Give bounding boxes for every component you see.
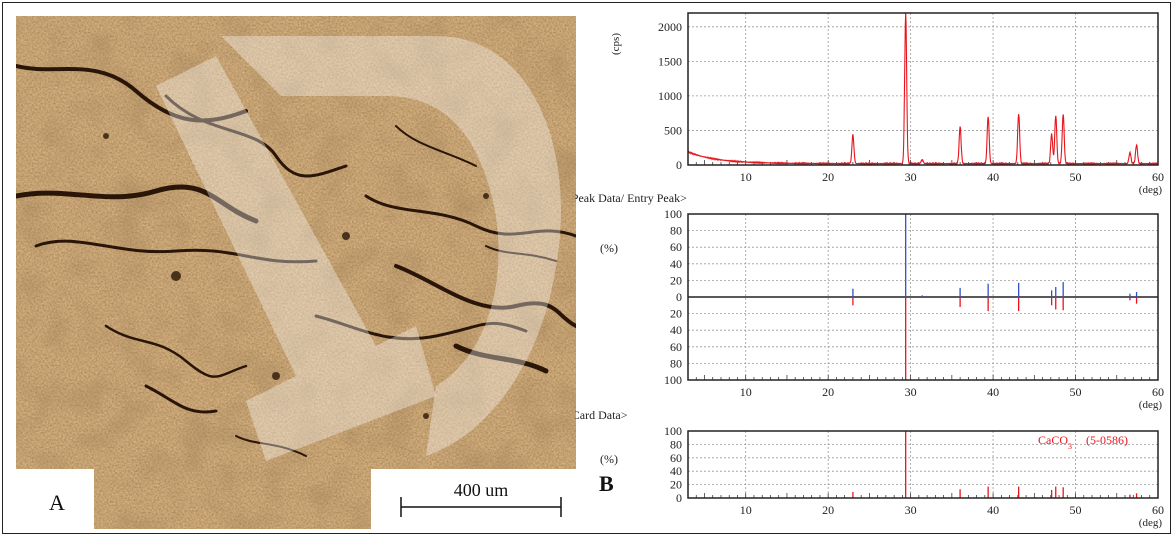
- y-tick-label: 80: [670, 224, 682, 238]
- xrd-panel: 10 20 30 40 50 60 0 500 1000 1500 2000 (cps) (deg)…: [565, 0, 1171, 543]
- chart3-title: <Card Data>: [575, 408, 628, 422]
- x-tick-label: 10: [740, 503, 752, 517]
- card-formula: CaCO: [1038, 433, 1068, 447]
- x-tick-label: 60: [1152, 503, 1164, 517]
- x-tick-label: 20: [822, 385, 834, 399]
- xrd-peak-point: [1062, 114, 1064, 116]
- xrd-peak-point: [1051, 134, 1053, 136]
- y-tick-label: 40: [670, 257, 682, 271]
- y-tick-label: 20: [670, 478, 682, 492]
- xrd-peak-point: [921, 160, 923, 162]
- micrograph-panel: A 400 um: [16, 16, 576, 529]
- xrd-peak-point: [1018, 114, 1020, 116]
- xrd-peak-point: [959, 127, 961, 129]
- chart2-ylabel: (%): [600, 241, 618, 255]
- xrd-peak-point: [1055, 116, 1057, 118]
- x-tick-label: 10: [740, 170, 752, 184]
- y-tick-label: 20: [670, 273, 682, 287]
- y-tick-label: 100: [664, 424, 682, 438]
- x-tick-label: 20: [822, 170, 834, 184]
- x-tick-label: 60: [1152, 385, 1164, 399]
- x-tick-label: 30: [905, 170, 917, 184]
- y-tick-label: 500: [664, 123, 682, 137]
- x-tick-label: 40: [987, 503, 999, 517]
- label-a-box: [16, 469, 94, 529]
- chart3-ylabel: (%): [600, 452, 618, 466]
- panel-b-label: B: [599, 471, 614, 496]
- y-tick-label: 60: [670, 340, 682, 354]
- watermark-shape-2: [156, 56, 436, 461]
- x-tick-label: 50: [1070, 503, 1082, 517]
- y-tick-label: 2000: [658, 20, 682, 34]
- peak-data-chart: <Peak Data/ Entry Peak> 10 20 30 40 50 60 100 8…: [565, 191, 1164, 411]
- y-tick-label: 0: [676, 158, 682, 172]
- watermark-shape: [221, 36, 561, 456]
- y-tick-label: 60: [670, 451, 682, 465]
- y-tick-label: 0: [676, 491, 682, 505]
- scale-bar-label: 400 um: [454, 480, 509, 500]
- card-annotation: CaCO3 (5-0586): [1038, 433, 1128, 451]
- y-tick-label: 1500: [658, 54, 682, 68]
- chart2-title: <Peak Data/ Entry Peak>: [575, 191, 687, 205]
- y-tick-label: 80: [670, 437, 682, 451]
- y-tick-label: 100: [664, 373, 682, 387]
- xrd-peak-point: [987, 117, 989, 119]
- card-formula-subscript: 3: [1068, 442, 1072, 451]
- card-number: (5-0586): [1086, 433, 1128, 447]
- x-tick-label: 50: [1070, 385, 1082, 399]
- y-tick-label: 40: [670, 323, 682, 337]
- chart3-xlabel: (deg): [1139, 517, 1163, 529]
- chart1-xlabel: (deg): [1139, 184, 1163, 196]
- x-tick-label: 40: [987, 170, 999, 184]
- x-tick-label: 50: [1070, 170, 1082, 184]
- y-tick-label: 40: [670, 464, 682, 478]
- y-tick-label: 1000: [658, 89, 682, 103]
- x-tick-label: 30: [905, 385, 917, 399]
- x-tick-label: 60: [1152, 170, 1164, 184]
- y-tick-label: 80: [670, 356, 682, 370]
- y-tick-label: 60: [670, 240, 682, 254]
- y-tick-label: 20: [670, 307, 682, 321]
- x-tick-label: 30: [905, 503, 917, 517]
- xrd-peak-point: [852, 135, 854, 137]
- chart2-xlabel: (deg): [1139, 399, 1163, 411]
- crack-lines: [16, 64, 576, 457]
- y-tick-label: 100: [664, 207, 682, 221]
- chart1-ylabel: (cps): [610, 33, 622, 55]
- x-tick-label: 40: [987, 385, 999, 399]
- xrd-pattern-chart: 10 20 30 40 50 60 0 500 1000 1500 2000 (cps) (deg): [610, 12, 1164, 196]
- xrd-peak-point: [1129, 153, 1131, 155]
- x-tick-label: 10: [740, 385, 752, 399]
- x-tick-label: 20: [822, 503, 834, 517]
- xrd-pattern-line: [687, 12, 1159, 166]
- xrd-peak-point: [1135, 145, 1138, 147]
- panel-a-label: A: [49, 490, 65, 515]
- y-tick-label: 0: [676, 290, 682, 304]
- scale-bar-box: [371, 469, 576, 529]
- micrograph-image: A 400 um: [16, 16, 576, 529]
